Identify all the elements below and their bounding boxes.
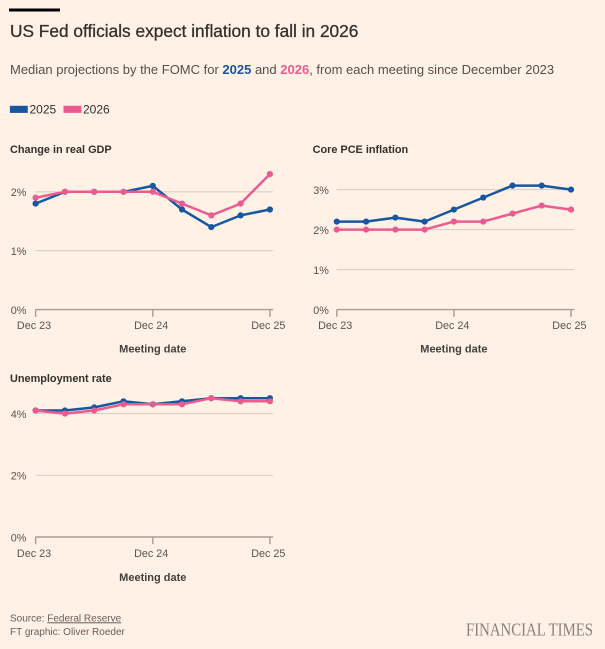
svg-text:Dec 23: Dec 23 (17, 320, 51, 332)
svg-text:0%: 0% (11, 532, 27, 544)
svg-text:Dec 24: Dec 24 (134, 320, 168, 332)
svg-text:Meeting date: Meeting date (420, 344, 487, 356)
svg-text:2026: 2026 (83, 103, 110, 117)
svg-text:FINANCIAL TIMES: FINANCIAL TIMES (466, 620, 593, 640)
svg-text:Meeting date: Meeting date (119, 572, 186, 584)
svg-text:Unemployment rate: Unemployment rate (10, 373, 112, 385)
svg-text:2%: 2% (11, 471, 27, 483)
svg-text:0%: 0% (313, 305, 329, 317)
svg-text:Dec 24: Dec 24 (134, 548, 168, 560)
svg-text:1%: 1% (11, 246, 27, 258)
svg-text:Change in real GDP: Change in real GDP (10, 144, 112, 156)
svg-text:Meeting date: Meeting date (119, 344, 186, 356)
svg-text:2%: 2% (313, 225, 329, 237)
svg-text:3%: 3% (313, 185, 329, 197)
svg-text:Dec 25: Dec 25 (552, 320, 586, 332)
svg-text:2025: 2025 (30, 103, 57, 117)
svg-text:Dec 23: Dec 23 (17, 548, 51, 560)
svg-text:Dec 25: Dec 25 (251, 320, 285, 332)
svg-text:1%: 1% (313, 265, 329, 277)
svg-text:0%: 0% (11, 305, 27, 317)
svg-text:Dec 24: Dec 24 (435, 320, 469, 332)
svg-text:Dec 23: Dec 23 (318, 320, 352, 332)
svg-text:US Fed officials expect inflat: US Fed officials expect inflation to fal… (10, 21, 358, 41)
svg-text:FT graphic: Oliver Roeder: FT graphic: Oliver Roeder (10, 627, 126, 638)
svg-text:Median projections by the FOMC: Median projections by the FOMC for 2025 … (10, 62, 554, 77)
svg-text:Dec 25: Dec 25 (251, 548, 285, 560)
svg-text:4%: 4% (11, 409, 27, 421)
svg-text:Source: Federal Reserve: Source: Federal Reserve (10, 613, 122, 624)
svg-text:Core PCE inflation: Core PCE inflation (313, 144, 409, 156)
svg-text:2%: 2% (11, 187, 27, 199)
